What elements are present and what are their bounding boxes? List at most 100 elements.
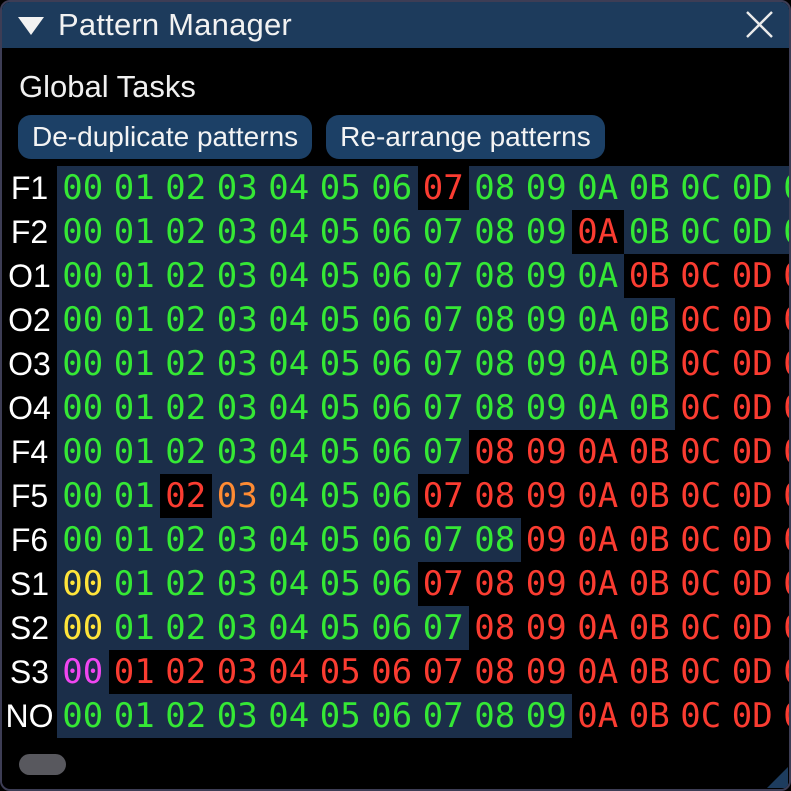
pattern-cell[interactable]: 0E (778, 562, 789, 606)
pattern-cell[interactable]: 01 (108, 518, 160, 562)
pattern-cell[interactable]: 08 (469, 562, 521, 606)
pattern-cell[interactable]: 07 (417, 606, 469, 650)
pattern-cell[interactable]: 0A (572, 474, 624, 518)
pattern-cell[interactable]: 06 (366, 650, 418, 694)
pattern-cell[interactable]: 0B (623, 518, 675, 562)
pattern-cell[interactable]: 08 (469, 166, 521, 210)
resize-grip-icon[interactable] (767, 767, 788, 788)
pattern-cell[interactable]: 02 (160, 518, 212, 562)
close-icon[interactable] (743, 9, 775, 41)
pattern-cell[interactable]: 07 (417, 386, 469, 430)
pattern-cell[interactable]: 05 (314, 210, 366, 254)
horizontal-scrollbar[interactable] (2, 738, 789, 784)
collapse-arrow-icon[interactable] (18, 17, 44, 35)
titlebar[interactable]: Pattern Manager (2, 2, 789, 48)
pattern-cell[interactable]: 06 (366, 694, 418, 738)
pattern-cell[interactable]: 00 (57, 298, 109, 342)
pattern-cell[interactable]: 03 (211, 650, 263, 694)
pattern-cell[interactable]: 09 (520, 166, 572, 210)
pattern-cell[interactable]: 0E (778, 650, 789, 694)
pattern-cell[interactable]: 02 (160, 254, 212, 298)
pattern-cell[interactable]: 07 (417, 562, 469, 606)
pattern-cell[interactable]: 00 (57, 386, 109, 430)
pattern-cell[interactable]: 0E (778, 386, 789, 430)
pattern-cell[interactable]: 0B (623, 606, 675, 650)
pattern-cell[interactable]: 0A (572, 166, 624, 210)
pattern-cell[interactable]: 0D (726, 386, 778, 430)
pattern-cell[interactable]: 04 (263, 474, 315, 518)
pattern-cell[interactable]: 0A (572, 518, 624, 562)
pattern-cell[interactable]: 04 (263, 210, 315, 254)
pattern-cell[interactable]: 02 (160, 386, 212, 430)
pattern-cell[interactable]: 01 (108, 474, 160, 518)
pattern-cell[interactable]: 0D (726, 474, 778, 518)
pattern-cell[interactable]: 01 (108, 562, 160, 606)
pattern-cell[interactable]: 06 (366, 166, 418, 210)
pattern-cell[interactable]: 03 (211, 518, 263, 562)
pattern-cell[interactable]: 05 (314, 694, 366, 738)
pattern-cell[interactable]: 05 (314, 650, 366, 694)
pattern-cell[interactable]: 09 (520, 430, 572, 474)
pattern-cell[interactable]: 0D (726, 606, 778, 650)
pattern-cell[interactable]: 0B (623, 210, 675, 254)
pattern-cell[interactable]: 06 (366, 342, 418, 386)
pattern-cell[interactable]: 03 (211, 386, 263, 430)
pattern-cell[interactable]: 06 (366, 518, 418, 562)
pattern-cell[interactable]: 0A (572, 606, 624, 650)
pattern-cell[interactable]: 04 (263, 518, 315, 562)
pattern-cell[interactable]: 07 (417, 254, 469, 298)
pattern-cell[interactable]: 07 (417, 430, 469, 474)
pattern-cell[interactable]: 0B (623, 298, 675, 342)
pattern-cell[interactable]: 04 (263, 430, 315, 474)
pattern-cell[interactable]: 03 (211, 562, 263, 606)
pattern-cell[interactable]: 0C (675, 210, 727, 254)
pattern-cell[interactable]: 0D (726, 562, 778, 606)
pattern-cell[interactable]: 05 (314, 166, 366, 210)
pattern-cell[interactable]: 04 (263, 386, 315, 430)
pattern-cell[interactable]: 0C (675, 298, 727, 342)
pattern-cell[interactable]: 0B (623, 694, 675, 738)
pattern-cell[interactable]: 07 (417, 298, 469, 342)
pattern-cell[interactable]: 03 (211, 694, 263, 738)
pattern-cell[interactable]: 02 (160, 430, 212, 474)
pattern-cell[interactable]: 07 (417, 210, 469, 254)
pattern-cell[interactable]: 06 (366, 386, 418, 430)
pattern-cell[interactable]: 04 (263, 606, 315, 650)
pattern-cell[interactable]: 0B (623, 386, 675, 430)
pattern-cell[interactable]: 0C (675, 518, 727, 562)
pattern-cell[interactable]: 0D (726, 694, 778, 738)
pattern-cell[interactable]: 0A (572, 298, 624, 342)
pattern-cell[interactable]: 06 (366, 210, 418, 254)
pattern-cell[interactable]: 00 (57, 518, 109, 562)
pattern-cell[interactable]: 04 (263, 342, 315, 386)
pattern-cell[interactable]: 09 (520, 518, 572, 562)
pattern-cell[interactable]: 05 (314, 606, 366, 650)
pattern-cell[interactable]: 09 (520, 298, 572, 342)
pattern-cell[interactable]: 01 (108, 166, 160, 210)
pattern-cell[interactable]: 06 (366, 474, 418, 518)
pattern-cell[interactable]: 0D (726, 518, 778, 562)
pattern-cell[interactable]: 02 (160, 694, 212, 738)
pattern-cell[interactable]: 0D (726, 210, 778, 254)
pattern-cell[interactable]: 03 (211, 474, 263, 518)
pattern-cell[interactable]: 0A (572, 694, 624, 738)
pattern-cell[interactable]: 00 (57, 166, 109, 210)
pattern-cell[interactable]: 04 (263, 562, 315, 606)
pattern-cell[interactable]: 09 (520, 386, 572, 430)
pattern-cell[interactable]: 0C (675, 650, 727, 694)
pattern-cell[interactable]: 0E (778, 298, 789, 342)
pattern-cell[interactable]: 08 (469, 606, 521, 650)
pattern-cell[interactable]: 0C (675, 562, 727, 606)
pattern-cell[interactable]: 01 (108, 606, 160, 650)
pattern-cell[interactable]: 02 (160, 606, 212, 650)
pattern-cell[interactable]: 0C (675, 606, 727, 650)
pattern-cell[interactable]: 08 (469, 254, 521, 298)
pattern-cell[interactable]: 0B (623, 650, 675, 694)
pattern-cell[interactable]: 0C (675, 386, 727, 430)
pattern-cell[interactable]: 05 (314, 298, 366, 342)
pattern-cell[interactable]: 08 (469, 430, 521, 474)
pattern-cell[interactable]: 05 (314, 254, 366, 298)
pattern-cell[interactable]: 01 (108, 254, 160, 298)
pattern-cell[interactable]: 00 (57, 562, 109, 606)
pattern-cell[interactable]: 0B (623, 342, 675, 386)
